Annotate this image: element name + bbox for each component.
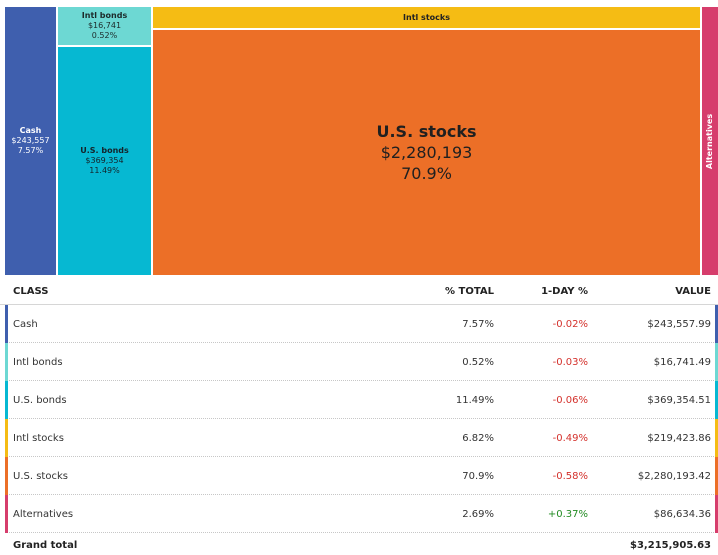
tile-value: $16,741: [87, 21, 122, 30]
grand-total-label: Grand total: [13, 540, 78, 551]
tile-label: Intl bonds: [81, 11, 128, 20]
row-color-marker: [5, 343, 8, 381]
tile-percent: 11.49%: [89, 166, 120, 175]
holdings-table-header: CLASS % TOTAL 1-DAY % VALUE: [0, 278, 718, 305]
table-row-us-bonds[interactable]: U.S. bonds 11.49% -0.06% $369,354.51: [5, 381, 718, 419]
grand-total-value: $3,215,905.63: [630, 540, 711, 551]
treemap-tile-us-stocks[interactable]: U.S. stocks $2,280,193 70.9%: [153, 30, 700, 275]
row-class: Cash: [13, 319, 38, 330]
row-color-marker: [715, 457, 718, 495]
row-one-day: +0.37%: [547, 509, 588, 520]
row-color-marker: [715, 419, 718, 457]
row-class: U.S. bonds: [13, 395, 67, 406]
row-class: Intl stocks: [13, 433, 64, 444]
row-value: $16,741.49: [653, 357, 711, 368]
grand-total-row: Grand total $3,215,905.63: [0, 535, 718, 555]
tile-label: Intl stocks: [403, 13, 450, 22]
row-one-day: -0.03%: [552, 357, 588, 368]
treemap-tile-intl-stocks[interactable]: Intl stocks: [153, 7, 700, 28]
row-value: $86,634.36: [653, 509, 711, 520]
row-value: $369,354.51: [647, 395, 711, 406]
tile-value: $2,280,193: [380, 143, 473, 162]
tile-value: $369,354: [85, 156, 124, 165]
tile-label: U.S. stocks: [376, 122, 477, 141]
row-pct-total: 70.9%: [462, 471, 494, 482]
tile-percent: 7.57%: [17, 146, 44, 155]
table-row-alternatives[interactable]: Alternatives 2.69% +0.37% $86,634.36: [5, 495, 718, 533]
row-one-day: -0.49%: [552, 433, 588, 444]
row-color-marker: [5, 305, 8, 343]
tile-label: Alternatives: [705, 113, 715, 169]
row-color-marker: [5, 381, 8, 419]
row-pct-total: 7.57%: [462, 319, 494, 330]
row-color-marker: [715, 343, 718, 381]
row-value: $2,280,193.42: [637, 471, 711, 482]
row-color-marker: [715, 305, 718, 343]
row-one-day: -0.06%: [552, 395, 588, 406]
column-header-one-day[interactable]: 1-DAY %: [541, 286, 588, 297]
tile-label: U.S. bonds: [80, 146, 129, 155]
row-pct-total: 11.49%: [455, 395, 494, 406]
row-class: Alternatives: [13, 509, 74, 520]
tile-value: $243,557: [11, 136, 50, 145]
column-header-value[interactable]: VALUE: [675, 286, 711, 297]
treemap-tile-intl-bonds[interactable]: Intl bonds $16,741 0.52%: [58, 7, 151, 45]
row-pct-total: 2.69%: [462, 509, 494, 520]
column-header-class[interactable]: CLASS: [13, 286, 49, 297]
row-class: Intl bonds: [13, 357, 63, 368]
tile-percent: 70.9%: [401, 164, 452, 183]
row-color-marker: [5, 495, 8, 533]
table-row-cash[interactable]: Cash 7.57% -0.02% $243,557.99: [5, 305, 718, 343]
row-color-marker: [5, 457, 8, 495]
row-color-marker: [715, 381, 718, 419]
table-row-us-stocks[interactable]: U.S. stocks 70.9% -0.58% $2,280,193.42: [5, 457, 718, 495]
row-class: U.S. stocks: [13, 471, 68, 482]
column-header-pct-total[interactable]: % TOTAL: [445, 286, 494, 297]
row-one-day: -0.58%: [552, 471, 588, 482]
tile-label: Cash: [19, 126, 42, 135]
row-color-marker: [5, 419, 8, 457]
row-pct-total: 6.82%: [462, 433, 494, 444]
row-pct-total: 0.52%: [462, 357, 494, 368]
row-color-marker: [715, 495, 718, 533]
treemap-tile-cash[interactable]: Cash $243,557 7.57%: [5, 7, 56, 275]
treemap-tile-us-bonds[interactable]: U.S. bonds $369,354 11.49%: [58, 47, 151, 275]
table-row-intl-bonds[interactable]: Intl bonds 0.52% -0.03% $16,741.49: [5, 343, 718, 381]
tile-percent: 0.52%: [91, 31, 118, 40]
table-row-intl-stocks[interactable]: Intl stocks 6.82% -0.49% $219,423.86: [5, 419, 718, 457]
treemap-tile-alternatives[interactable]: Alternatives: [702, 7, 718, 275]
allocation-treemap: Cash $243,557 7.57% Intl bonds $16,741 0…: [0, 0, 718, 277]
row-value: $243,557.99: [647, 319, 711, 330]
row-value: $219,423.86: [647, 433, 711, 444]
row-one-day: -0.02%: [552, 319, 588, 330]
